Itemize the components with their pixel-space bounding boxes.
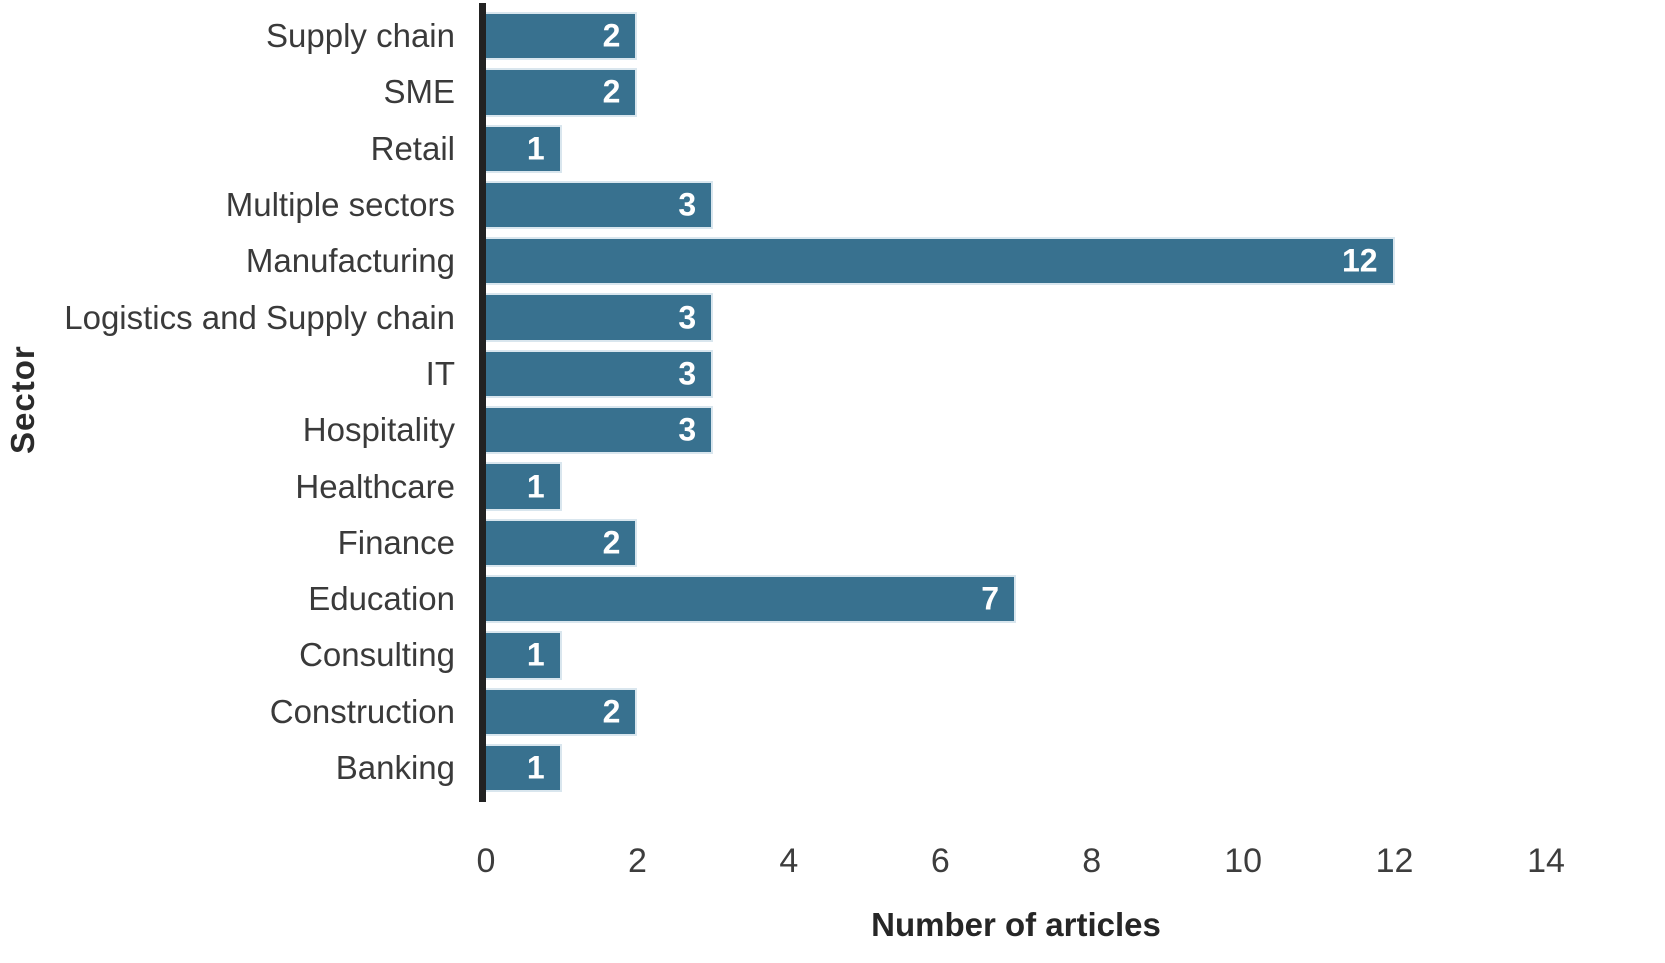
bar-track: 3 <box>486 349 1546 399</box>
chart-row: Hospitality 3 <box>0 402 1665 458</box>
x-tick-label: 6 <box>930 842 950 880</box>
category-label: Multiple sectors <box>225 186 455 224</box>
category-label: Education <box>308 580 455 618</box>
chart-row: Healthcare 1 <box>0 458 1665 514</box>
bar: 12 <box>486 237 1395 286</box>
bar-value-label: 12 <box>1341 242 1378 279</box>
category-label: Banking <box>335 749 455 786</box>
bar-track: 3 <box>486 180 1546 230</box>
y-axis-line <box>479 3 486 802</box>
bar: 2 <box>486 68 638 117</box>
category-label: Logistics and Supply chain <box>64 298 455 336</box>
bar-track: 1 <box>486 743 1546 793</box>
bar-value-label: 1 <box>526 749 545 786</box>
x-tick-label: 10 <box>1224 842 1263 880</box>
chart-row: Logistics and Supply chain 3 <box>0 289 1665 345</box>
x-tick-label: 4 <box>779 842 799 880</box>
bar: 3 <box>486 349 714 399</box>
chart-row: Banking 1 <box>0 740 1665 796</box>
bar-track: 1 <box>486 124 1546 173</box>
plot-area: Supply chain 2 SME 2 Retail 1 Multiple sectors… <box>0 8 1665 796</box>
chart-row: Supply chain 2 <box>0 8 1665 64</box>
chart-row: SME 2 <box>0 64 1665 120</box>
bar-track: 1 <box>486 631 1546 680</box>
category-label: Construction <box>269 692 455 730</box>
chart-row: Education 7 <box>0 571 1665 627</box>
bar-track: 2 <box>486 687 1546 736</box>
bar-track: 2 <box>486 68 1546 117</box>
bar: 3 <box>486 180 714 230</box>
bar-value-label: 3 <box>678 411 697 448</box>
chart-row: Consulting 1 <box>0 627 1665 683</box>
category-label: Supply chain <box>266 17 455 55</box>
bar: 2 <box>486 12 638 61</box>
x-tick-label: 12 <box>1375 842 1414 880</box>
bar-value-label: 1 <box>526 636 545 673</box>
x-axis-ticks: 0 2 4 6 8 10 12 14 <box>477 842 1565 886</box>
chart-row: Retail 1 <box>0 121 1665 177</box>
bar: 2 <box>486 687 638 736</box>
bar-track: 12 <box>486 237 1546 286</box>
bar-value-label: 3 <box>678 299 697 336</box>
bar: 1 <box>486 631 562 680</box>
category-label: IT <box>425 354 455 392</box>
chart-row: Finance 2 <box>0 515 1665 571</box>
bar: 2 <box>486 518 638 567</box>
bar: 7 <box>486 574 1016 624</box>
bar-track: 7 <box>486 574 1546 624</box>
category-label: Retail <box>370 129 455 167</box>
x-tick-label: 8 <box>1082 842 1102 880</box>
category-label: Consulting <box>299 636 455 674</box>
category-label: Healthcare <box>295 467 455 505</box>
bar-track: 3 <box>486 406 1546 455</box>
chart-row: Construction 2 <box>0 684 1665 740</box>
bar-value-label: 2 <box>602 73 621 110</box>
bar: 1 <box>486 124 562 173</box>
chart-row: IT 3 <box>0 346 1665 402</box>
bar-value-label: 2 <box>602 524 621 561</box>
bar: 3 <box>486 406 714 455</box>
chart-row: Manufacturing 12 <box>0 233 1665 289</box>
category-label: Manufacturing <box>245 242 455 280</box>
bar-track: 2 <box>486 518 1546 567</box>
x-tick-label: 2 <box>627 842 647 880</box>
bar-value-label: 7 <box>981 580 999 617</box>
bar: 1 <box>486 743 562 793</box>
bar-value-label: 3 <box>678 355 697 392</box>
x-tick-label: 14 <box>1527 842 1565 880</box>
bar-value-label: 1 <box>526 130 545 167</box>
bar-value-label: 2 <box>602 17 621 54</box>
category-label: Hospitality <box>302 411 455 449</box>
bar-track: 2 <box>486 12 1546 61</box>
bar: 1 <box>486 462 562 511</box>
chart-row: Multiple sectors 3 <box>0 177 1665 233</box>
bar-value-label: 1 <box>526 468 545 505</box>
bar-value-label: 2 <box>602 693 621 730</box>
bar-track: 3 <box>486 293 1546 342</box>
x-axis-title: Number of articles <box>871 906 1161 943</box>
category-label: SME <box>383 73 455 111</box>
bar: 3 <box>486 293 714 342</box>
bar-value-label: 3 <box>678 186 697 223</box>
bar-track: 1 <box>486 462 1546 511</box>
category-label: Finance <box>337 523 455 561</box>
x-tick-label: 0 <box>476 842 496 880</box>
